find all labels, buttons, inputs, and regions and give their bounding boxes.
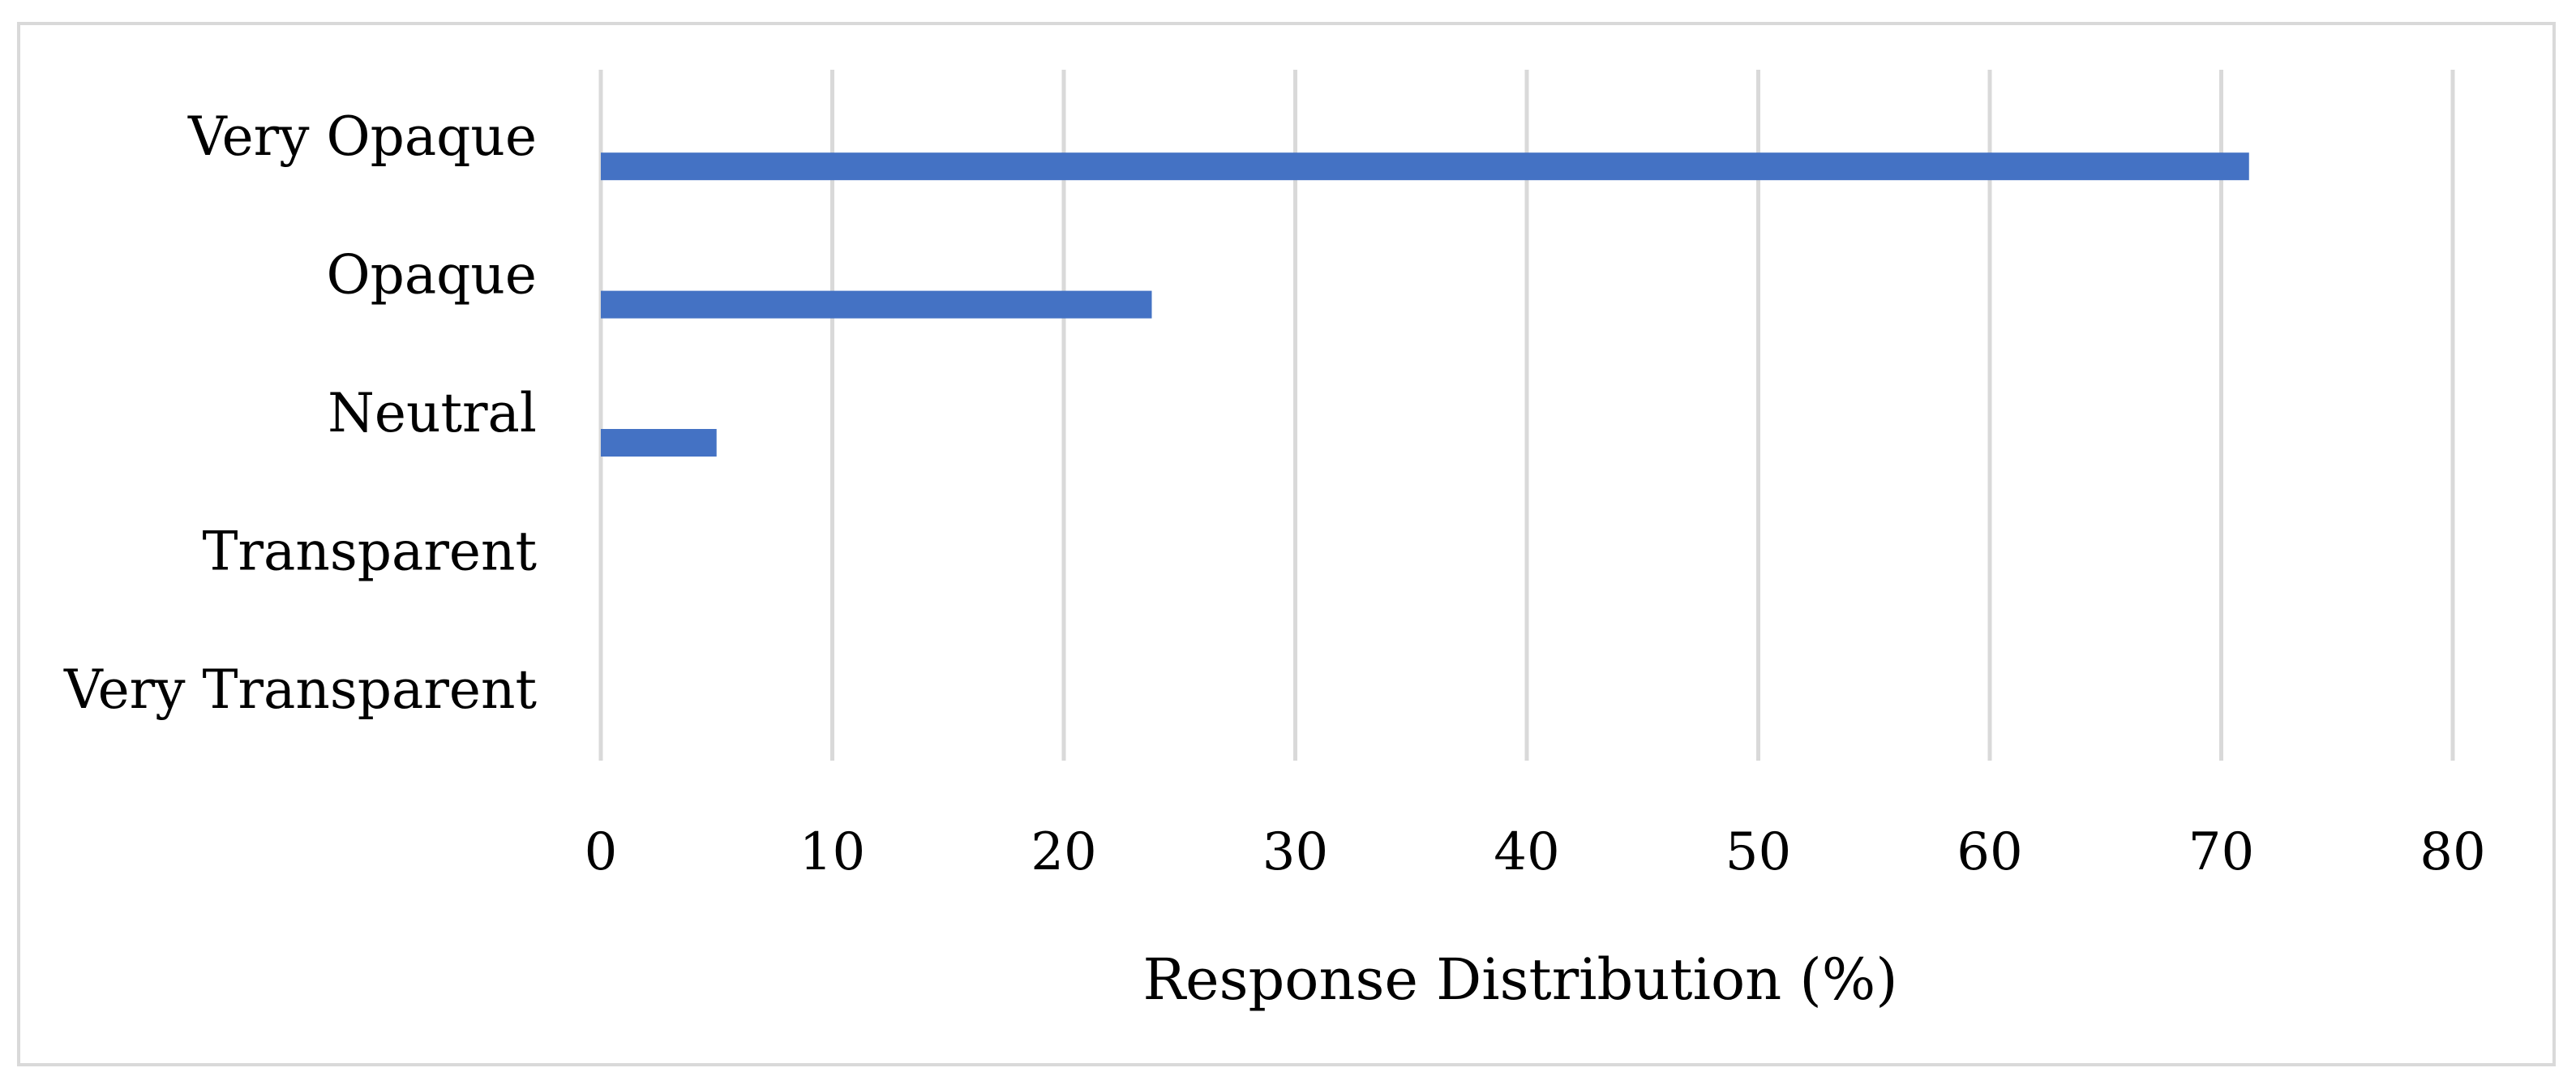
x-tick-label: 20 (1031, 822, 1096, 882)
gridlines (598, 70, 2455, 761)
x-tick-label: 80 (2420, 822, 2485, 882)
bar-opaque (601, 290, 1152, 319)
category-label: Very Transparent (63, 658, 537, 721)
category-label: Transparent (202, 520, 537, 582)
x-tick-label: 40 (1494, 822, 1559, 882)
category-label: Opaque (326, 244, 537, 307)
bars (601, 152, 2249, 457)
category-label: Very Opaque (187, 105, 537, 168)
x-axis-title: Response Distribution (%) (1142, 946, 1897, 1013)
x-tick-label: 50 (1725, 822, 1791, 882)
x-tick-label: 0 (585, 822, 618, 882)
x-tick-label: 10 (799, 822, 865, 882)
x-tick-label: 30 (1262, 822, 1328, 882)
x-tick-label: 70 (2188, 822, 2254, 882)
x-tick-label: 60 (1957, 822, 2022, 882)
bar-neutral (601, 429, 717, 457)
x-tick-labels: 0 10 20 30 40 50 60 70 80 (585, 822, 2486, 882)
category-label: Neutral (328, 382, 537, 444)
chart-frame (17, 22, 2556, 1066)
bar-very-opaque (601, 152, 2249, 181)
category-labels: Very Opaque Opaque Neutral Transparent Very … (63, 105, 537, 721)
